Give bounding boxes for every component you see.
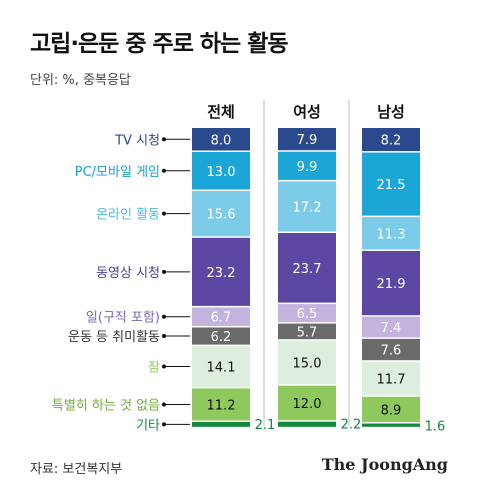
bar-segment <box>192 327 250 345</box>
bar-segment <box>192 128 250 151</box>
data-label: 15.6 <box>207 208 236 223</box>
data-label: 23.2 <box>207 266 236 281</box>
chart-title: 고립·은둔 중 주로 하는 활동 <box>30 31 289 57</box>
data-label: 7.6 <box>381 344 402 359</box>
data-label: 6.2 <box>211 330 232 345</box>
data-label: 15.0 <box>293 356 322 371</box>
data-label: 6.7 <box>211 311 232 326</box>
data-label: 11.3 <box>377 227 406 242</box>
unit-note: 단위: %, 중복응답 <box>30 73 131 88</box>
leader-dot <box>162 137 166 142</box>
data-label: 5.7 <box>297 325 318 340</box>
source-note: 자료: 보건복지부 <box>30 462 123 477</box>
data-label: 1.6 <box>425 420 446 435</box>
column-header: 남성 <box>377 103 405 121</box>
data-label: 2.1 <box>255 418 276 433</box>
leader-dot <box>162 364 166 369</box>
bar-segment <box>362 338 420 361</box>
leader-dot <box>162 402 166 407</box>
leader-dot <box>162 314 166 319</box>
bar-segment <box>278 421 336 427</box>
bar-segment <box>192 388 250 421</box>
bar-segment <box>192 237 250 306</box>
bar-segment <box>192 152 250 190</box>
data-label: 7.4 <box>381 321 402 336</box>
bar-segment <box>362 152 420 216</box>
bar-segment <box>362 316 420 338</box>
bar-segment <box>362 128 420 152</box>
category-label: 기타 <box>136 418 160 433</box>
publisher-logo: The JoongAng <box>321 455 448 474</box>
data-label: 8.2 <box>381 134 402 149</box>
data-label: 12.0 <box>293 397 322 412</box>
data-label: 2.2 <box>341 418 362 433</box>
category-label: TV 시청 <box>114 133 160 148</box>
data-label: 11.2 <box>207 398 236 413</box>
bar-segment <box>192 191 250 237</box>
category-label: 특별히 하는 것 없음 <box>52 398 160 413</box>
bar-segment <box>278 181 336 232</box>
bar-segment <box>278 304 336 323</box>
bar-segment <box>362 361 420 396</box>
data-label: 17.2 <box>293 200 322 215</box>
leader-dot <box>162 168 166 173</box>
data-label: 11.7 <box>377 373 406 388</box>
category-label: 일(구직 포함) <box>86 311 160 326</box>
data-label: 23.7 <box>293 262 322 277</box>
bar-segment <box>362 396 420 422</box>
data-label: 21.5 <box>377 178 406 193</box>
data-label: 8.9 <box>381 403 402 418</box>
bar-segment <box>278 151 336 180</box>
data-label: 8.0 <box>211 133 232 148</box>
column-header: 여성 <box>293 103 321 121</box>
leader-dot <box>162 211 166 216</box>
category-label: 동영상 시청 <box>96 266 160 281</box>
data-label: 7.9 <box>297 133 318 148</box>
bar-segment <box>278 128 336 151</box>
category-label: 잠 <box>148 361 160 376</box>
data-label: 21.9 <box>377 277 406 292</box>
bar-segment <box>362 217 420 250</box>
column-header: 전체 <box>207 103 235 121</box>
bar-segment <box>278 385 336 421</box>
data-label: 9.9 <box>297 160 318 175</box>
category-label: 운동 등 취미활동 <box>68 330 160 345</box>
leader-dot <box>162 269 166 274</box>
category-label: PC/모바일 게임 <box>75 165 160 180</box>
bar-segment <box>278 340 336 385</box>
leader-dot <box>162 334 166 339</box>
bar-segment <box>362 423 420 427</box>
bar-segment <box>278 233 336 303</box>
bar-segment <box>192 307 250 326</box>
bar-segment <box>192 422 250 427</box>
bar-segment <box>362 251 420 316</box>
data-label: 6.5 <box>297 307 318 322</box>
category-label: 온라인 활동 <box>96 208 160 223</box>
data-label: 13.0 <box>207 165 236 180</box>
bar-segment <box>192 346 250 387</box>
data-label: 14.1 <box>207 361 236 376</box>
leader-dot <box>162 422 166 427</box>
bar-segment <box>278 323 336 340</box>
